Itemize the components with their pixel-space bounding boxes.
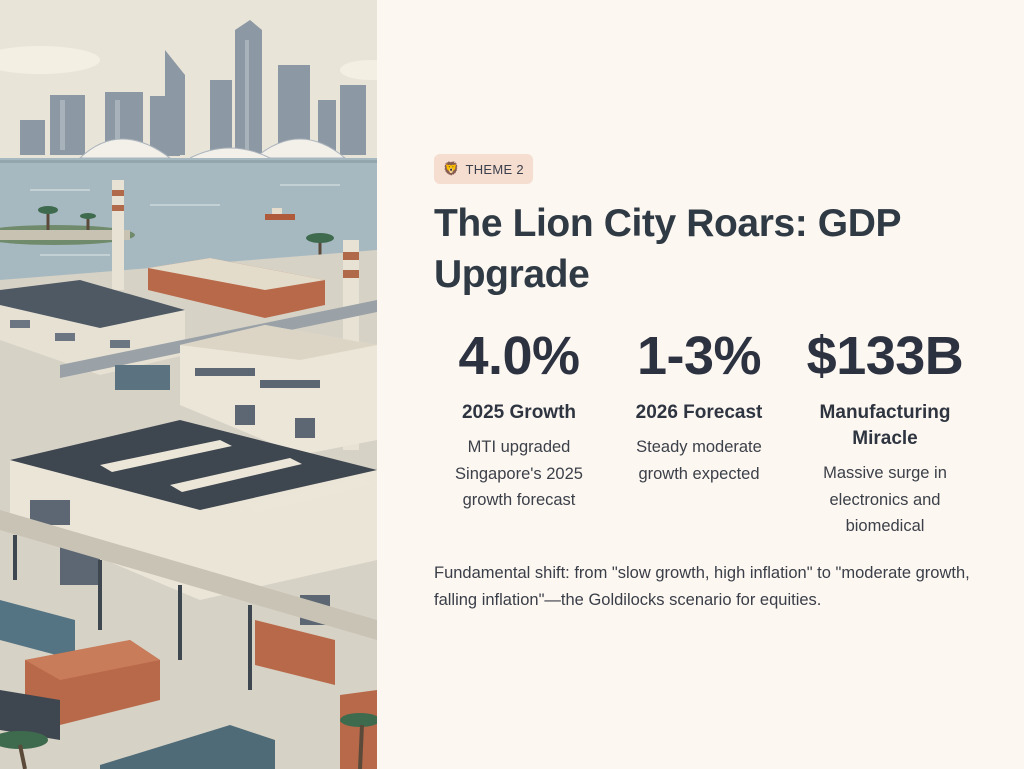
stat-label: 2025 Growth [461, 402, 577, 423]
stat-card-2025-growth: 4.0% 2025 Growth MTI upgraded Singapore'… [434, 326, 604, 540]
stat-card-manufacturing: $133B Manufacturing Miracle Massive surg… [790, 326, 980, 540]
stat-card-2026-forecast: 1-3% 2026 Forecast Steady moderate growt… [624, 326, 774, 540]
theme-content: 🦁 THEME 2 The Lion City Roars: GDP Upgra… [434, 154, 994, 630]
stat-description: MTI upgraded Singapore's 2025 growth for… [455, 438, 583, 509]
theme-badge-label: THEME 2 [465, 161, 524, 177]
summary-text: Fundamental shift: from "slow growth, hi… [434, 563, 970, 609]
stat-description: Steady moderate growth expected [636, 438, 762, 483]
industrial-skyline-image [0, 0, 377, 769]
theme-badge: 🦁 THEME 2 [434, 154, 533, 184]
stat-value: $133B [806, 326, 964, 386]
stat-label: 2026 Forecast [635, 402, 763, 423]
lion-icon: 🦁 [443, 161, 460, 176]
stat-value: 1-3% [636, 326, 762, 386]
hero-illustration [0, 0, 377, 769]
stat-description: Massive surge in electronics and biomedi… [823, 464, 947, 535]
page-title: The Lion City Roars: GDP Upgrade [434, 202, 901, 296]
stat-label: Manufacturing Miracle [819, 402, 951, 449]
stat-value: 4.0% [458, 326, 580, 386]
stats-row: 4.0% 2025 Growth MTI upgraded Singapore'… [434, 326, 994, 540]
